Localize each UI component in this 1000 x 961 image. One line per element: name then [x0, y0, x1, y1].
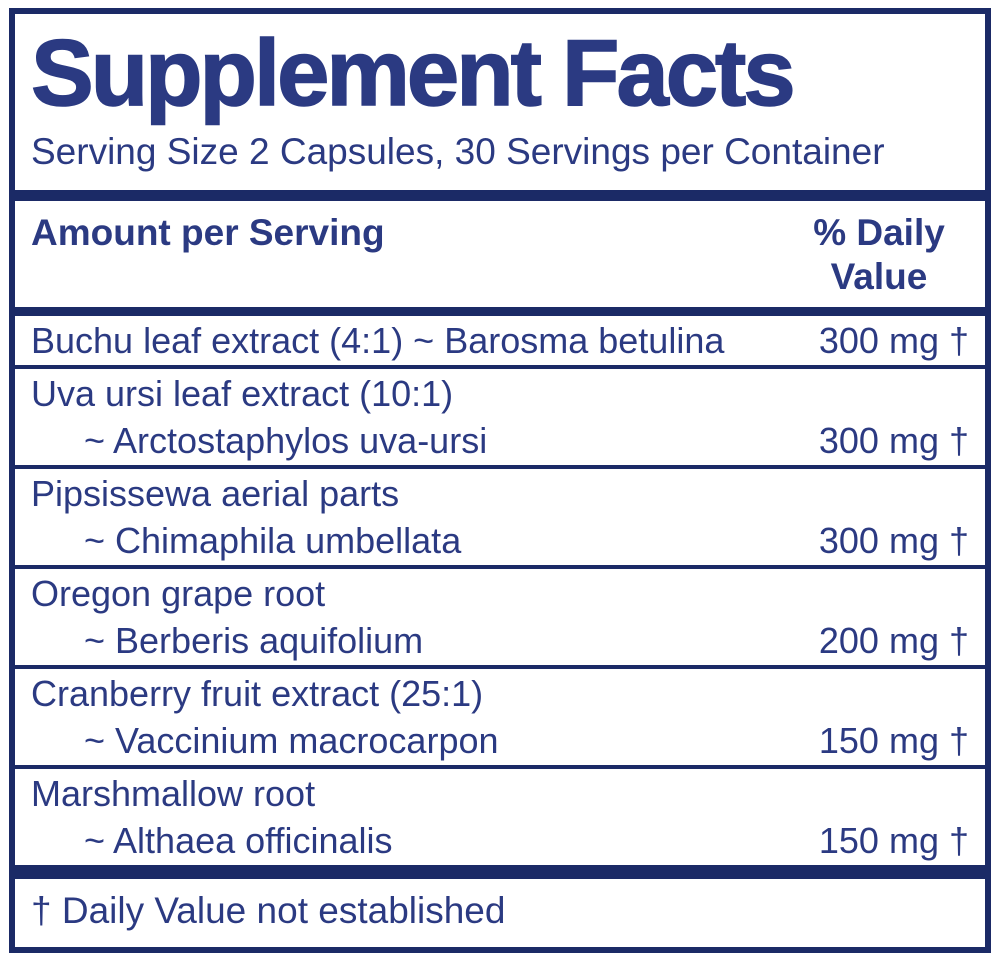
amount-per-serving-label: Amount per Serving — [31, 211, 385, 253]
ingredient-row-cranberry: Cranberry fruit extract (25:1) ~ Vaccini… — [15, 669, 985, 765]
ingredient-row-pipsissewa: Pipsissewa aerial parts ~ Chimaphila umb… — [15, 469, 985, 565]
serving-info: Serving Size 2 Capsules, 30 Servings per… — [31, 131, 885, 172]
row-divider — [15, 365, 985, 370]
ingredient-latin-name: ~ Arctostaphylos uva-ursi — [84, 420, 488, 462]
column-header-row: Amount per Serving % Daily Value — [15, 201, 985, 307]
row-divider — [15, 465, 985, 470]
ingredient-row-oregon-grape: Oregon grape root ~ Berberis aquifolium … — [15, 569, 985, 665]
daily-value-footnote: † Daily Value not established — [31, 889, 506, 931]
ingredient-name: Marshmallow root — [31, 773, 316, 815]
ingredient-table: Buchu leaf extract (4:1) ~ Barosma betul… — [15, 316, 985, 865]
ingredient-latin-name: ~ Vaccinium macrocarpon — [84, 720, 499, 762]
ingredient-row-marshmallow: Marshmallow root ~ Althaea officinalis 1… — [15, 769, 985, 865]
ingredient-amount: 150 mg † — [818, 820, 969, 862]
daily-value-label: % Daily Value — [813, 211, 945, 297]
ingredient-row-uva-ursi: Uva ursi leaf extract (10:1) ~ Arctostap… — [15, 369, 985, 465]
ingredient-name: Uva ursi leaf extract (10:1) — [31, 373, 454, 415]
ingredient-row-buchu: Buchu leaf extract (4:1) ~ Barosma betul… — [15, 316, 985, 365]
supplement-facts-panel: Supplement Facts Serving Size 2 Capsules… — [9, 8, 991, 953]
ingredient-amount: 300 mg † — [818, 320, 969, 362]
ingredient-name: Oregon grape root — [31, 573, 326, 615]
ingredient-amount: 300 mg † — [818, 520, 969, 562]
ingredient-latin-name: ~ Chimaphila umbellata — [84, 520, 462, 562]
header-top-bar — [15, 190, 985, 201]
ingredient-latin-name: ~ Berberis aquifolium — [84, 620, 424, 662]
ingredient-amount: 300 mg † — [818, 420, 969, 462]
row-divider — [15, 665, 985, 670]
row-divider — [15, 565, 985, 570]
ingredient-amount: 200 mg † — [818, 620, 969, 662]
ingredient-name: Pipsissewa aerial parts — [31, 473, 400, 515]
panel-title: Supplement Facts — [30, 20, 796, 125]
header-bottom-bar — [15, 306, 985, 317]
row-divider — [15, 765, 985, 770]
footer-bar — [15, 865, 985, 879]
ingredient-name: Buchu leaf extract (4:1) ~ Barosma betul… — [31, 320, 725, 362]
ingredient-latin-name: ~ Althaea officinalis — [84, 820, 393, 862]
ingredient-amount: 150 mg † — [818, 720, 969, 762]
ingredient-name: Cranberry fruit extract (25:1) — [31, 673, 484, 715]
